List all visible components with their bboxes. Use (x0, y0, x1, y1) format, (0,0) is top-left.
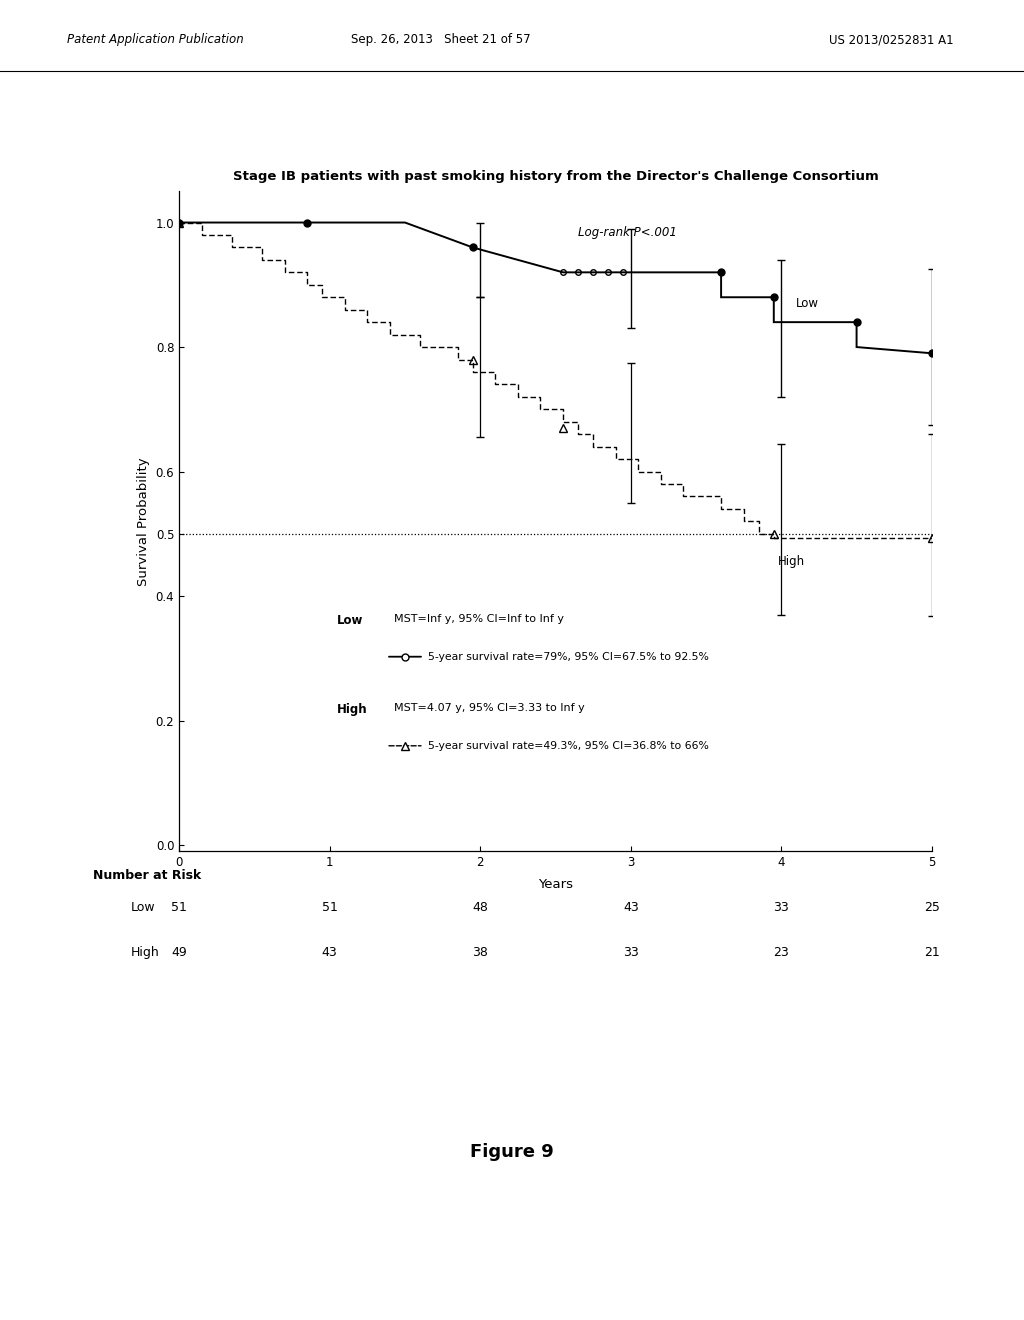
Text: High: High (337, 704, 368, 715)
Text: Low: Low (130, 900, 155, 913)
Text: 49: 49 (171, 945, 187, 958)
Text: 25: 25 (924, 900, 940, 913)
Text: 43: 43 (623, 900, 639, 913)
Text: Number at Risk: Number at Risk (92, 869, 201, 882)
Text: 38: 38 (472, 945, 488, 958)
Text: 51: 51 (171, 900, 187, 913)
Text: Log-rank P<.001: Log-rank P<.001 (579, 226, 677, 239)
Text: MST=Inf y, 95% CI=Inf to Inf y: MST=Inf y, 95% CI=Inf to Inf y (393, 614, 563, 624)
Text: 23: 23 (773, 945, 790, 958)
Text: 5-year survival rate=49.3%, 95% CI=36.8% to 66%: 5-year survival rate=49.3%, 95% CI=36.8%… (428, 741, 709, 751)
Text: Low: Low (797, 297, 819, 310)
Text: US 2013/0252831 A1: US 2013/0252831 A1 (828, 33, 953, 46)
Text: 21: 21 (924, 945, 940, 958)
Text: MST=4.07 y, 95% CI=3.33 to Inf y: MST=4.07 y, 95% CI=3.33 to Inf y (393, 704, 585, 713)
Text: 33: 33 (623, 945, 639, 958)
Title: Stage IB patients with past smoking history from the Director's Challenge Consor: Stage IB patients with past smoking hist… (232, 170, 879, 183)
Y-axis label: Survival Probability: Survival Probability (137, 457, 151, 586)
Text: High: High (130, 945, 159, 958)
X-axis label: Years: Years (538, 878, 573, 891)
Text: 43: 43 (322, 945, 338, 958)
Text: 51: 51 (322, 900, 338, 913)
Text: 48: 48 (472, 900, 488, 913)
Text: Patent Application Publication: Patent Application Publication (67, 33, 244, 46)
Text: Sep. 26, 2013   Sheet 21 of 57: Sep. 26, 2013 Sheet 21 of 57 (350, 33, 530, 46)
Text: 33: 33 (773, 900, 790, 913)
Text: 5-year survival rate=79%, 95% CI=67.5% to 92.5%: 5-year survival rate=79%, 95% CI=67.5% t… (428, 652, 709, 661)
Text: High: High (778, 556, 806, 569)
Text: Figure 9: Figure 9 (470, 1143, 554, 1160)
Text: Low: Low (337, 614, 364, 627)
